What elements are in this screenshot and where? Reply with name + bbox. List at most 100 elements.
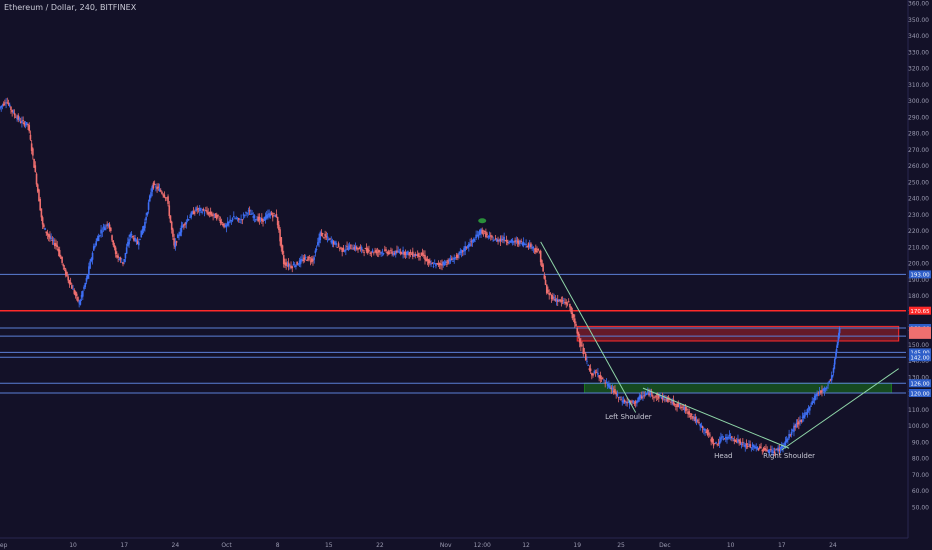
candle xyxy=(380,252,382,254)
candle xyxy=(808,406,811,411)
candle xyxy=(5,102,7,104)
candle xyxy=(519,240,521,244)
candle xyxy=(118,258,121,260)
candle xyxy=(310,258,313,262)
candle xyxy=(52,240,55,242)
candle xyxy=(243,215,246,217)
candle xyxy=(197,208,200,210)
candle xyxy=(120,261,123,263)
candle xyxy=(537,248,540,251)
candle xyxy=(433,263,436,265)
candle xyxy=(174,241,177,248)
candle xyxy=(351,248,353,250)
candle xyxy=(480,229,482,234)
candle xyxy=(591,373,593,376)
candle xyxy=(201,211,203,213)
candle xyxy=(832,374,834,376)
candle xyxy=(296,261,298,265)
candle xyxy=(449,259,452,262)
candle xyxy=(57,248,60,252)
candle xyxy=(334,241,336,244)
candle xyxy=(276,216,279,226)
candle xyxy=(765,448,767,451)
candle xyxy=(427,259,430,264)
candle xyxy=(712,442,715,446)
candle xyxy=(354,245,357,250)
candle xyxy=(452,261,454,262)
y-tick-label: 220.00 xyxy=(908,228,929,235)
pattern-annotation: Right Shoulder xyxy=(763,452,815,460)
candle xyxy=(677,403,680,407)
candle xyxy=(477,234,480,238)
candle xyxy=(556,299,559,302)
candle xyxy=(425,258,428,262)
candle xyxy=(343,250,346,252)
x-axis-panel xyxy=(0,538,932,550)
candle xyxy=(230,220,233,222)
candle xyxy=(159,190,162,192)
candle xyxy=(286,265,289,266)
candle xyxy=(640,396,643,399)
x-tick-label: 12 xyxy=(522,542,530,549)
candle xyxy=(446,263,448,265)
candle xyxy=(443,262,446,266)
level-price-tag-label: 120.00 xyxy=(910,391,930,397)
candle xyxy=(35,173,38,185)
candle xyxy=(408,252,410,256)
candle xyxy=(694,416,697,422)
candle xyxy=(653,396,655,398)
candle xyxy=(810,405,812,407)
candle xyxy=(426,258,429,262)
candle xyxy=(811,401,814,405)
candle xyxy=(793,425,795,432)
candle xyxy=(528,244,531,248)
candle xyxy=(186,219,189,221)
y-tick-label: 310.00 xyxy=(908,82,929,89)
candle xyxy=(744,444,747,448)
candle xyxy=(608,384,610,388)
candle xyxy=(420,252,423,256)
candle xyxy=(621,401,624,403)
candle xyxy=(552,296,554,300)
candle xyxy=(82,291,84,297)
candle xyxy=(821,390,823,392)
candle xyxy=(827,384,829,386)
candle xyxy=(341,247,343,253)
candle xyxy=(0,105,3,108)
candle xyxy=(412,251,414,257)
candle xyxy=(271,215,274,218)
candle xyxy=(213,213,216,215)
trendline xyxy=(642,387,790,449)
candle xyxy=(592,373,594,376)
y-tick-label: 340.00 xyxy=(908,33,929,40)
level-price-tag-label: 142.00 xyxy=(910,356,930,362)
candle xyxy=(348,245,351,250)
candle xyxy=(510,239,513,242)
candle xyxy=(401,253,403,255)
candle xyxy=(706,430,709,435)
x-tick-label: ep xyxy=(0,542,8,549)
candle xyxy=(457,254,459,258)
candle xyxy=(385,249,387,251)
candle xyxy=(656,394,659,396)
candle xyxy=(141,229,144,235)
candle xyxy=(701,426,704,429)
candle xyxy=(27,123,29,126)
candle xyxy=(485,231,487,238)
candle xyxy=(89,261,91,269)
candle xyxy=(657,394,660,399)
candle xyxy=(251,213,253,215)
level-price-tag-label: 126.00 xyxy=(910,382,930,388)
candle xyxy=(32,148,34,156)
candle xyxy=(51,239,54,241)
candle xyxy=(250,214,252,216)
candle xyxy=(535,248,537,253)
candle xyxy=(133,237,135,241)
y-tick-label: 130.00 xyxy=(908,374,929,381)
candle xyxy=(532,246,535,249)
candle xyxy=(826,387,828,389)
candle xyxy=(203,212,206,214)
candle xyxy=(617,397,620,398)
candle xyxy=(527,243,530,247)
